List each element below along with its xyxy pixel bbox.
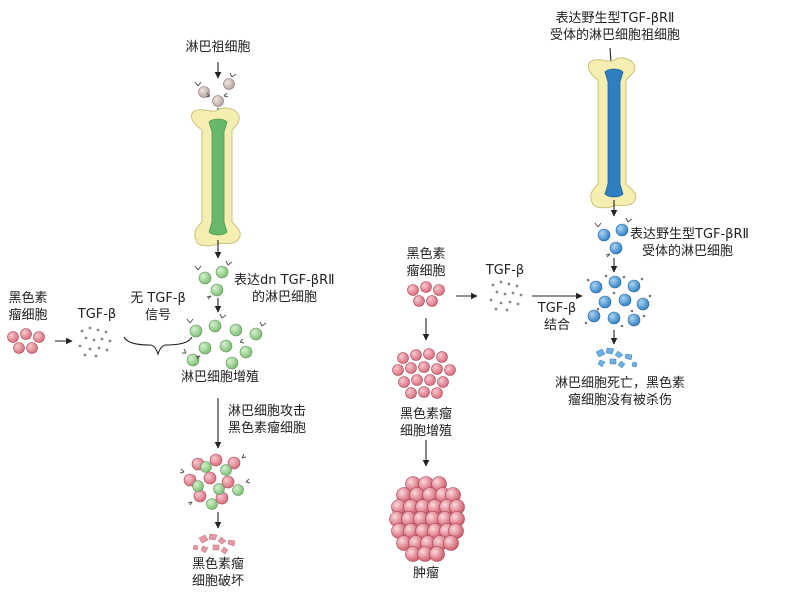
wt-progenitor-label: 表达野生型TGF-βRⅡ 受体的淋巴细胞祖细胞 (540, 10, 690, 44)
tumor-label: 肿瘤 (412, 566, 439, 581)
wt-lymphocyte-label-line1: 表达野生型TGF-βRⅡ (630, 227, 749, 242)
destroyed-label: 黑色素瘤 细胞破坏 (170, 556, 266, 590)
bone-green (190, 107, 241, 247)
lymph-death-label: 淋巴细胞死亡，黑色素 瘤细胞没有被杀伤 (540, 375, 700, 409)
tgf-dots-right (489, 280, 523, 312)
destroyed-fragments (192, 533, 236, 555)
bone-blue (587, 57, 637, 209)
melanoma-proliferation-label: 黑色素瘤 细胞增殖 (382, 406, 470, 440)
tgf-binding-label: TGF-β 结合 (530, 300, 584, 334)
dn-lymphocyte-label-line2: 的淋巴细胞 (252, 290, 318, 305)
wt-progenitor-label-line2: 受体的淋巴细胞祖细胞 (549, 28, 680, 43)
tgf-binding-label-line2: 结合 (543, 318, 570, 333)
progenitor-label: 淋巴祖细胞 (185, 40, 251, 55)
tgf-binding-label-line1: TGF-β (537, 301, 577, 316)
attack-label-line2: 黑色素瘤细胞 (228, 421, 307, 436)
melanoma-label-left-line1: 黑色素 (8, 291, 48, 306)
wt-progenitor-label-line1: 表达野生型TGF-βRⅡ (555, 11, 675, 26)
lymph-death-label-line1: 淋巴细胞死亡，黑色素 (554, 376, 685, 391)
wt-lymphocytes (597, 223, 629, 255)
dn-lymphocyte-label-line1: 表达dn TGF-βRⅡ (234, 273, 335, 288)
tgf-bound-lymphocytes (587, 275, 650, 327)
tgf-dots-left (78, 326, 112, 358)
proliferated-lymphocytes (186, 319, 263, 370)
melanoma-label-right-line2: 瘤细胞 (406, 264, 446, 279)
wt-lymphocyte-label: 表达野生型TGF-βRⅡ 受体的淋巴细胞 (630, 226, 749, 260)
dn-lymphocytes (198, 265, 229, 297)
melanoma-cells-right (407, 281, 445, 307)
no-signal-label-line1: 无 TGF-β (130, 291, 186, 306)
left-panel (7, 62, 267, 555)
wt-lymphocyte-label-line2: 受体的淋巴细胞 (642, 244, 734, 259)
tumor-cell (443, 535, 459, 551)
proliferating-melanoma (392, 348, 456, 399)
dead-lymphocyte-fragments (595, 347, 638, 369)
melanoma-label-right: 黑色素 瘤细胞 (398, 246, 454, 280)
tumor-cell (429, 546, 445, 562)
no-signal-label-line2: 信号 (144, 308, 171, 323)
tgf-label-left: TGF-β (77, 307, 117, 322)
right-panel (389, 47, 652, 562)
attack-label: 淋巴细胞攻击 黑色素瘤细胞 (228, 403, 306, 437)
melanoma-proliferation-label-line1: 黑色素瘤 (399, 407, 452, 422)
destroyed-label-line2: 细胞破坏 (191, 574, 244, 589)
tumor (389, 476, 465, 562)
melanoma-label-left-line2: 瘤细胞 (8, 308, 48, 323)
no-signal-brace (123, 336, 193, 356)
lymph-death-label-line2: 瘤细胞没有被杀伤 (567, 393, 672, 408)
tgf-label-right: TGF-β (485, 263, 525, 278)
melanoma-cells-left (7, 328, 45, 354)
melanoma-label-left: 黑色素 瘤细胞 (0, 290, 56, 324)
destroyed-label-line1: 黑色素瘤 (191, 557, 244, 572)
attack-label-line1: 淋巴细胞攻击 (228, 404, 307, 419)
progenitor-cells (194, 72, 237, 107)
attack-cluster (179, 453, 251, 510)
dn-lymphocyte-label: 表达dn TGF-βRⅡ 的淋巴细胞 (234, 272, 335, 306)
melanoma-label-right-line1: 黑色素 (406, 247, 446, 262)
melanoma-proliferation-label-line2: 细胞增殖 (399, 424, 452, 439)
no-signal-label: 无 TGF-β 信号 (122, 290, 194, 324)
lymph-proliferation-label: 淋巴细胞增殖 (180, 370, 259, 385)
